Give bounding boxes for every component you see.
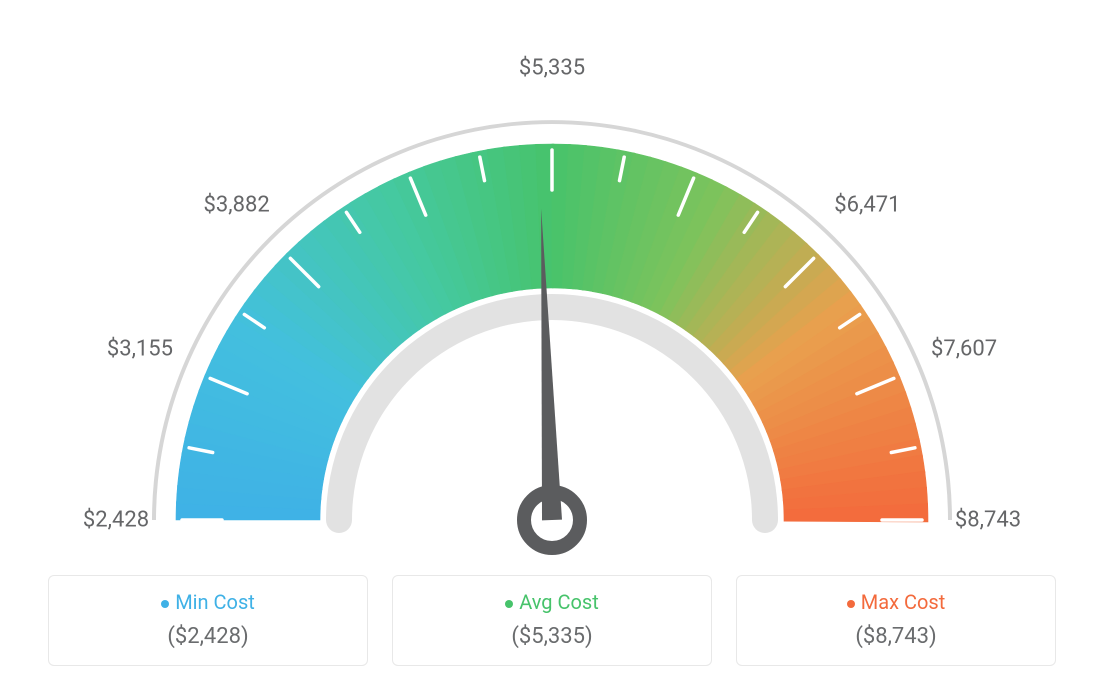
gauge-tick-label: $2,428: [83, 508, 149, 533]
legend-card: Avg Cost ($5,335): [392, 575, 712, 666]
legend-row: Min Cost ($2,428) Avg Cost ($5,335) Max Cost…: [48, 575, 1056, 666]
gauge-tick-label: $6,471: [834, 192, 900, 217]
legend-card: Min Cost ($2,428): [48, 575, 368, 666]
legend-card-value: ($5,335): [411, 624, 693, 649]
gauge-tick-label: $3,155: [107, 337, 173, 362]
gauge-chart: $2,428 $3,155 $3,882 $5,335 $6,471 $7,607 $8,7…: [0, 0, 1104, 560]
legend-card-title: Max Cost: [755, 590, 1037, 614]
gauge-tick-label: $8,743: [955, 508, 1021, 533]
legend-dot-icon: [505, 600, 513, 608]
inner-ring-cap: [326, 507, 352, 533]
legend-card-title: Avg Cost: [411, 590, 693, 614]
gauge-tick-label: $5,335: [519, 56, 585, 81]
legend-card-title: Min Cost: [67, 590, 349, 614]
legend-card-value: ($8,743): [755, 624, 1037, 649]
gauge-tick-label: $3,882: [204, 192, 270, 217]
gauge-svg: [0, 0, 1104, 560]
legend-card-label: Max Cost: [861, 590, 946, 614]
legend-card-label: Avg Cost: [519, 590, 599, 614]
legend-card-value: ($2,428): [67, 624, 349, 649]
legend-dot-icon: [161, 600, 169, 608]
legend-card-label: Min Cost: [175, 590, 255, 614]
gauge-tick-label: $7,607: [931, 337, 997, 362]
legend-card: Max Cost ($8,743): [736, 575, 1056, 666]
inner-ring-cap: [752, 507, 778, 533]
legend-dot-icon: [847, 600, 855, 608]
